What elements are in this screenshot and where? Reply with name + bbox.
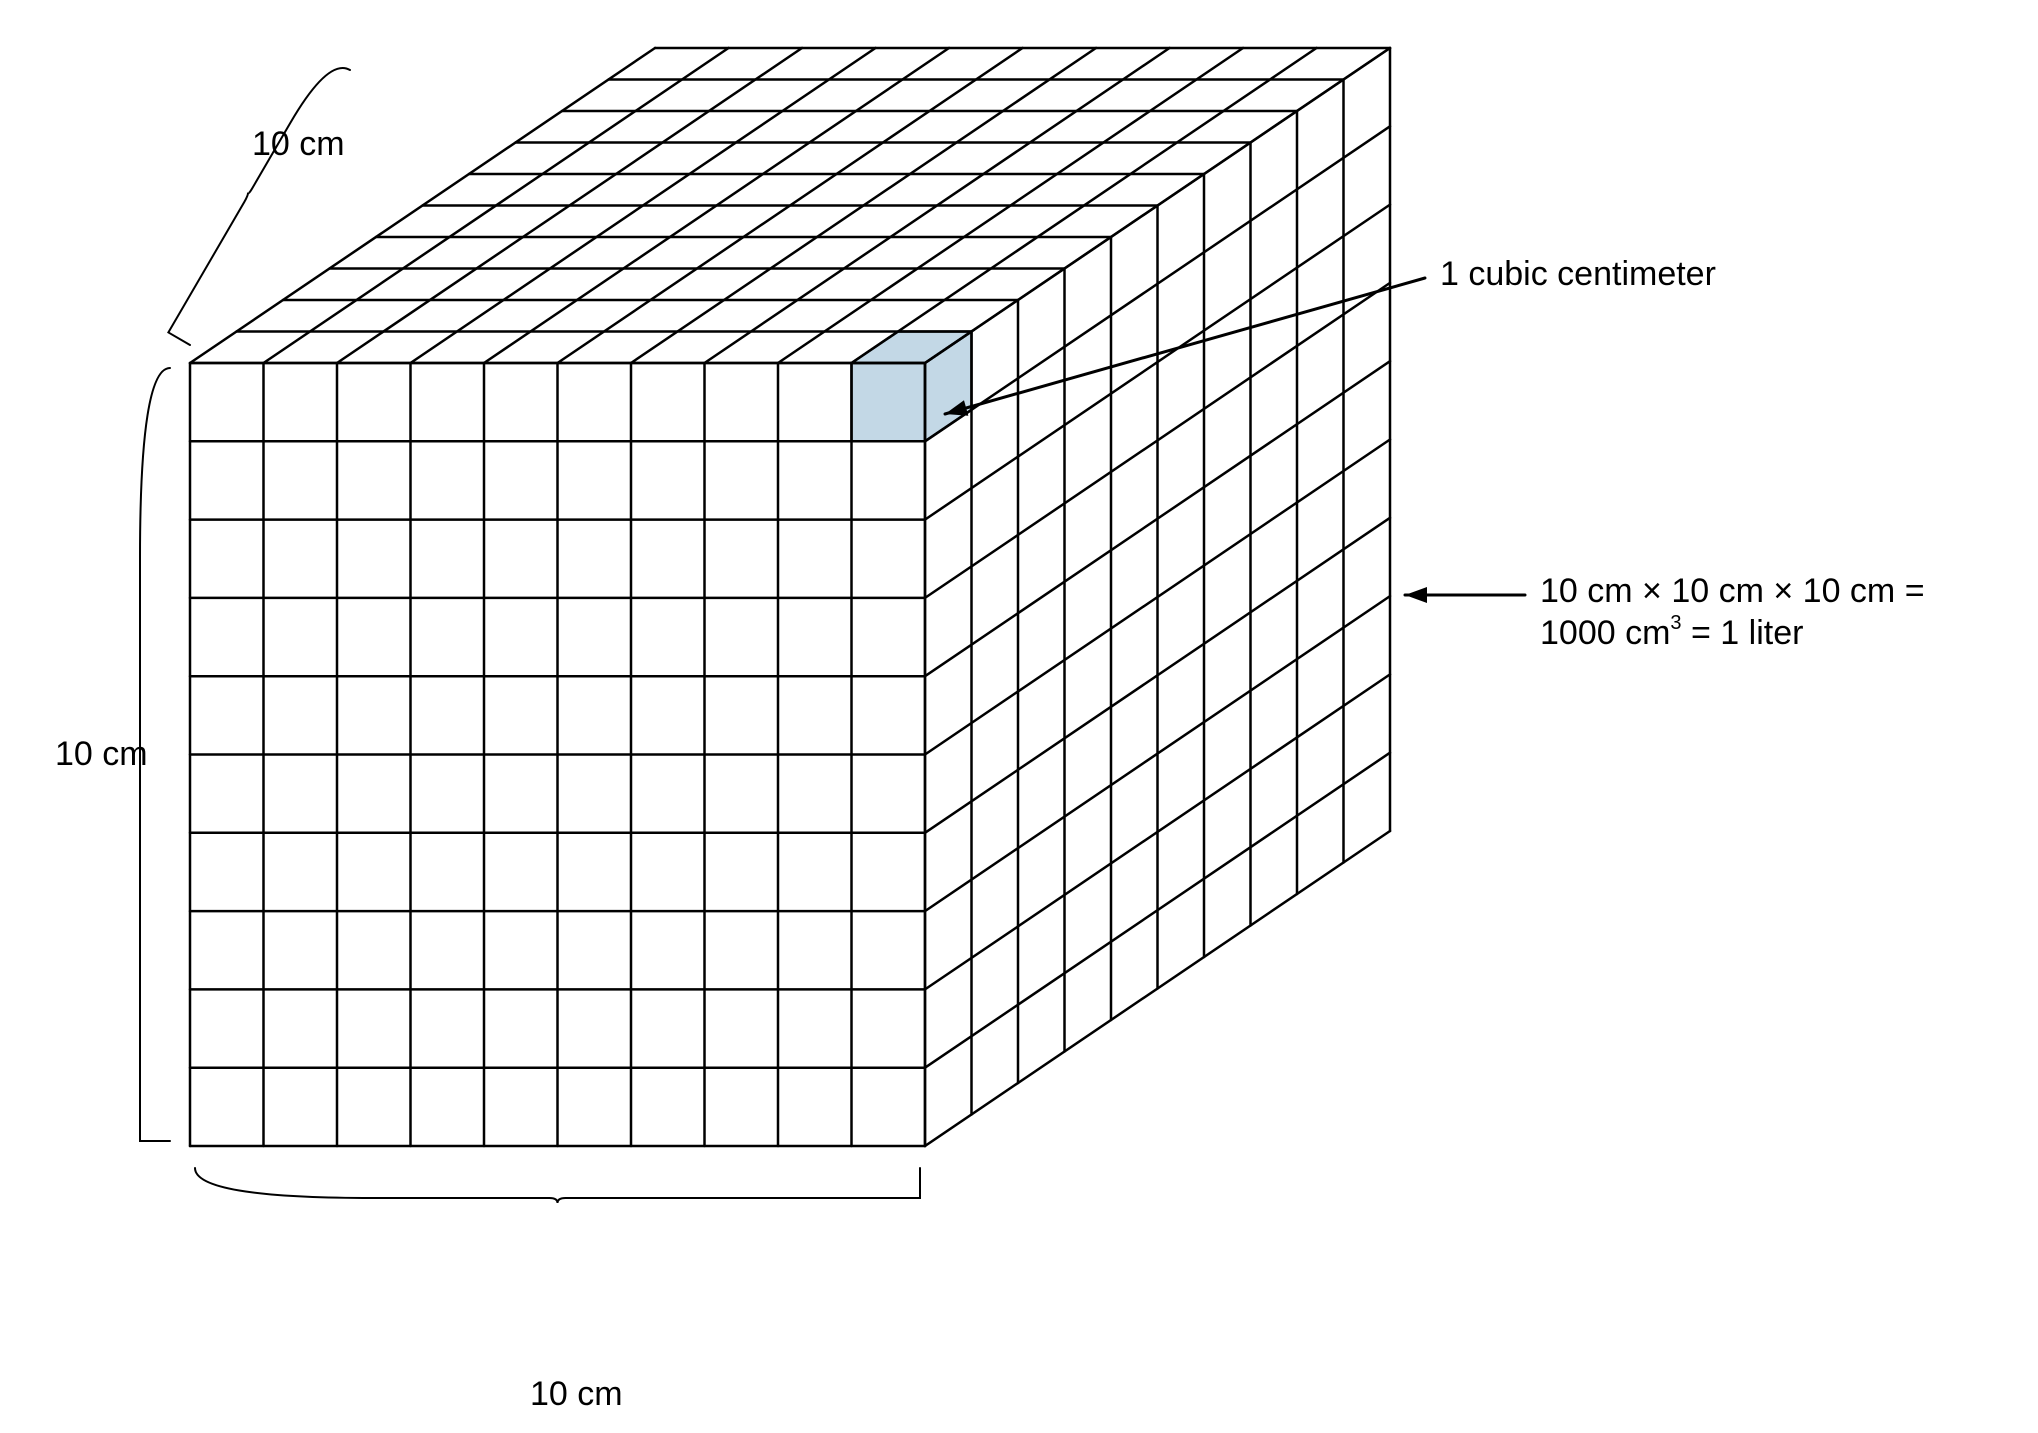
brace-depth: [168, 68, 350, 345]
arrow-volume: [1405, 587, 1525, 603]
label-height: 10 cm: [55, 735, 148, 773]
label-unit-cube: 1 cubic centimeter: [1440, 255, 1716, 293]
label-depth: 10 cm: [252, 125, 345, 163]
unit-cube-front: [852, 363, 926, 441]
label-volume-line1: 10 cm × 10 cm × 10 cm =: [1540, 572, 1925, 610]
label-volume-line2: 1000 cm3 = 1 liter: [1540, 612, 1803, 652]
front-face: [190, 363, 925, 1146]
brace-width: [195, 1168, 920, 1203]
top-face: [190, 48, 1390, 363]
label-width: 10 cm: [530, 1375, 623, 1413]
right-face: [925, 48, 1390, 1146]
cube-diagram: [190, 48, 1390, 1146]
